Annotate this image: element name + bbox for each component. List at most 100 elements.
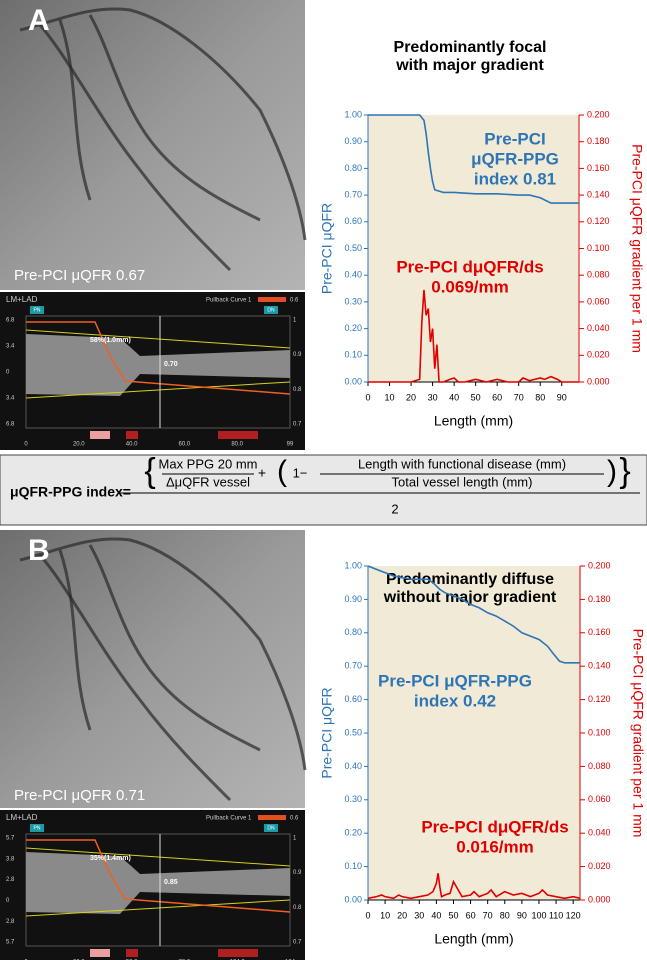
- y-tick-label: 1.00: [344, 109, 362, 119]
- screenshot-legend: Pullback Curve 1: [206, 298, 252, 304]
- lesion-bar: [126, 949, 138, 957]
- x-tick-label: 80: [500, 910, 510, 920]
- y2-tick-label: 0.200: [587, 109, 610, 119]
- screenshot-right-tick: 0.7: [293, 422, 302, 428]
- y2-tick-label: 0.040: [588, 828, 611, 838]
- x-tick-label: 110: [549, 910, 563, 920]
- y-tick-label: 0.10: [344, 350, 362, 360]
- x-tick-label: 20: [397, 910, 407, 920]
- x-tick-label: 90: [517, 910, 527, 920]
- screenshot-left-tick: 5.7: [6, 836, 15, 842]
- formula-den: Total vessel length (mm): [392, 474, 533, 489]
- y2-tick-label: 0.180: [588, 594, 611, 604]
- screenshot-bottom-tick: 20.0: [73, 442, 85, 448]
- x-tick-label: 50: [471, 392, 481, 402]
- formula-one: 1−: [293, 465, 308, 480]
- chart-title: Predominantly focal: [394, 39, 547, 56]
- annotation: Pre-PCI: [484, 129, 545, 148]
- y2-tick-label: 0.060: [587, 296, 610, 306]
- y2-tick-label: 0.080: [588, 761, 611, 771]
- angiogram-label: Pre-PCI μQFR 0.67: [14, 267, 145, 284]
- stenosis-label: 35%(1.4mm): [90, 855, 131, 862]
- lesion-bar: [218, 949, 258, 957]
- formula-divisor: 2: [391, 501, 398, 516]
- x-tick-label: 0: [365, 392, 370, 402]
- marker-label: DN: [267, 307, 275, 313]
- y-tick-label: 0.80: [344, 627, 362, 637]
- angiogram-label: Pre-PCI μQFR 0.71: [14, 787, 145, 804]
- y2-tick-label: 0.140: [587, 189, 610, 199]
- x-tick-label: 70: [483, 910, 493, 920]
- screenshot-left-tick: 3.4: [6, 344, 15, 350]
- marker-label: DN: [267, 825, 275, 831]
- screenshot-label: LM+LAD: [6, 295, 38, 304]
- y2-tick-label: 0.160: [587, 163, 610, 173]
- screenshot-legend: Pullback Curve 1: [206, 816, 252, 822]
- scale-max: 0.6: [290, 816, 299, 822]
- y-axis-label: Pre-PCI μQFR: [319, 203, 335, 294]
- x-tick-label: 30: [414, 910, 424, 920]
- screenshot-left-tick: 6.8: [6, 422, 15, 428]
- formula-lhs: μQFR-PPG index=: [10, 484, 131, 500]
- y-tick-label: 0.70: [344, 661, 362, 671]
- annotation: Pre-PCI dμQFR/ds: [421, 817, 568, 836]
- x-axis-label: Length (mm): [434, 413, 513, 429]
- y-tick-label: 0.50: [344, 727, 362, 737]
- y-tick-label: 0.90: [344, 136, 362, 146]
- x-tick-label: 10: [385, 392, 395, 402]
- y-tick-label: 0.00: [344, 376, 362, 386]
- x-tick-label: 0: [365, 910, 370, 920]
- screenshot-bottom-tick: 40.0: [126, 442, 138, 448]
- x-tick-label: 60: [492, 392, 502, 402]
- x-tick-label: 80: [535, 392, 545, 402]
- screenshot-right-tick: 0.9: [293, 352, 302, 358]
- x-tick-label: 40: [431, 910, 441, 920]
- y-tick-label: 0.80: [344, 163, 362, 173]
- x-tick-label: 100: [531, 910, 546, 920]
- lesion-bar: [90, 431, 110, 439]
- y2-tick-label: 0.140: [588, 661, 611, 671]
- y2-tick-label: 0.180: [587, 136, 610, 146]
- lesion-bar: [126, 431, 138, 439]
- annotation: Pre-PCI dμQFR/ds: [396, 257, 543, 276]
- screenshot-left-tick: 2.8: [6, 919, 15, 925]
- y2-tick-label: 0.020: [587, 350, 610, 360]
- y2-tick-label: 0.120: [587, 216, 610, 226]
- screenshot-left-tick: 6.8: [6, 318, 15, 324]
- y2-tick-label: 0.060: [588, 794, 611, 804]
- chart-title: with major gradient: [395, 57, 544, 74]
- formula-num: Length with functional disease (mm): [358, 456, 566, 471]
- lesion-bar: [218, 431, 258, 439]
- y-tick-label: 0.90: [344, 594, 362, 604]
- brace: }: [619, 452, 630, 490]
- y2-tick-label: 0.040: [587, 323, 610, 333]
- screenshot-left-tick: 5.7: [6, 940, 15, 946]
- x-axis-label: Length (mm): [434, 931, 513, 947]
- y2-tick-label: 0.080: [587, 270, 610, 280]
- lesion-bar: [90, 949, 110, 957]
- y2-tick-label: 0.100: [587, 243, 610, 253]
- x-tick-label: 40: [449, 392, 459, 402]
- angiogram: [0, 530, 305, 808]
- cursor-value: 0.85: [164, 879, 178, 886]
- y-tick-label: 1.00: [344, 560, 362, 570]
- screenshot-right-tick: 0.8: [293, 387, 302, 393]
- y2-tick-label: 0.100: [588, 727, 611, 737]
- x-tick-label: 70: [514, 392, 524, 402]
- screenshot-left-tick: 3.8: [6, 856, 15, 862]
- y2-tick-label: 0.160: [588, 627, 611, 637]
- scale-max: 0.6: [290, 298, 299, 304]
- y2-axis-label: Pre-PCI μQFR gradient per 1 mm: [629, 144, 645, 353]
- annotation: 0.069/mm: [431, 277, 509, 296]
- y-tick-label: 0.40: [344, 761, 362, 771]
- screenshot-bottom-tick: 60.0: [179, 442, 191, 448]
- annotation: index 0.42: [414, 691, 496, 710]
- panel-letter: A: [28, 4, 50, 37]
- cursor-value: 0.70: [164, 361, 178, 368]
- y-tick-label: 0.20: [344, 828, 362, 838]
- brace: {: [144, 452, 155, 490]
- y-tick-label: 0.40: [344, 270, 362, 280]
- panel-letter: B: [28, 534, 50, 567]
- annotation: Pre-PCI μQFR-PPG: [378, 671, 532, 690]
- stenosis-label: 58%(1.0mm): [90, 337, 131, 344]
